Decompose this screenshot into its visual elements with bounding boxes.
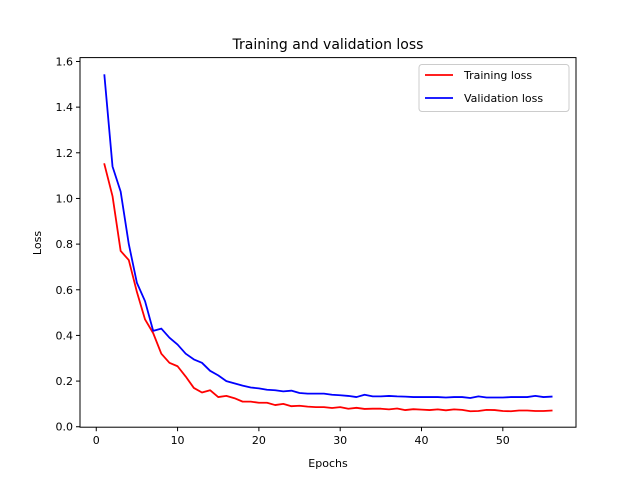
x-tick-label: 50 <box>496 434 510 447</box>
y-axis: 0.0 0.2 0.4 0.6 0.8 1.0 1.2 1.4 1.6 <box>56 55 80 434</box>
y-tick-label: 1.0 <box>56 192 74 205</box>
series-layer <box>103 74 553 413</box>
legend-label-training-loss: Training loss <box>463 69 532 82</box>
plot-area <box>79 57 577 428</box>
x-axis: 0 10 20 30 40 50 <box>93 427 510 447</box>
legend-box <box>418 64 570 112</box>
y-axis-label: Loss <box>31 231 44 255</box>
y-tick-label: 0.4 <box>56 329 74 342</box>
x-tick-label: 30 <box>333 434 347 447</box>
x-tick-label: 40 <box>415 434 429 447</box>
legend-label-validation-loss: Validation loss <box>464 92 543 105</box>
x-tick-label: 0 <box>93 434 100 447</box>
y-tick-label: 0.8 <box>56 238 74 251</box>
y-tick-label: 0.0 <box>56 421 74 434</box>
x-axis-label: Epochs <box>308 457 348 470</box>
plot-frame <box>79 57 577 428</box>
y-tick-label: 0.6 <box>56 284 74 297</box>
chart-title: Training and validation loss <box>232 37 424 53</box>
series-line-training-loss <box>103 163 553 413</box>
x-tick-label: 10 <box>171 434 185 447</box>
series-line-validation-loss <box>103 74 553 399</box>
y-tick-label: 0.2 <box>56 375 74 388</box>
x-tick-label: 20 <box>252 434 266 447</box>
y-tick-label: 1.6 <box>56 55 74 68</box>
legend: Training loss Validation loss <box>418 64 570 112</box>
y-tick-label: 1.4 <box>56 101 74 114</box>
y-tick-label: 1.2 <box>56 147 74 160</box>
